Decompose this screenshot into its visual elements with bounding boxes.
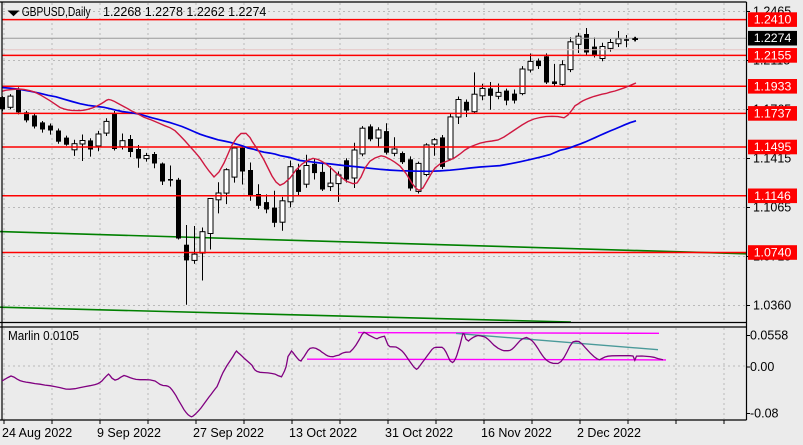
svg-text:9 Sep 2022: 9 Sep 2022 <box>97 426 161 440</box>
svg-text:0.00: 0.00 <box>750 360 774 374</box>
svg-text:13 Oct 2022: 13 Oct 2022 <box>289 426 357 440</box>
svg-text:1.1415: 1.1415 <box>753 152 791 166</box>
svg-text:1.0740: 1.0740 <box>754 246 792 260</box>
svg-text:31 Oct 2022: 31 Oct 2022 <box>385 426 453 440</box>
svg-text:1.1495: 1.1495 <box>754 140 792 154</box>
svg-text:24 Aug 2022: 24 Aug 2022 <box>2 426 72 440</box>
svg-text:1.2268 1.2278 1.2262 1.2274: 1.2268 1.2278 1.2262 1.2274 <box>103 5 266 19</box>
svg-text:1.0360: 1.0360 <box>753 299 791 313</box>
svg-text:-0.08: -0.08 <box>750 407 779 421</box>
svg-text:16 Nov 2022: 16 Nov 2022 <box>481 426 552 440</box>
svg-text:1.2155: 1.2155 <box>754 48 792 62</box>
svg-text:27 Sep 2022: 27 Sep 2022 <box>193 426 264 440</box>
svg-text:GBPUSD,Daily: GBPUSD,Daily <box>22 5 92 19</box>
svg-text:1.2274: 1.2274 <box>754 31 792 45</box>
svg-text:1.2410: 1.2410 <box>754 13 792 27</box>
svg-text:1.1146: 1.1146 <box>754 189 791 203</box>
svg-text:1.1737: 1.1737 <box>754 106 792 120</box>
svg-text:1.1933: 1.1933 <box>754 79 792 93</box>
svg-text:2 Dec 2022: 2 Dec 2022 <box>577 426 641 440</box>
svg-text:0.0558: 0.0558 <box>750 329 788 343</box>
svg-text:1.1065: 1.1065 <box>753 201 791 215</box>
svg-text:Marlin 0.0105: Marlin 0.0105 <box>8 329 79 343</box>
